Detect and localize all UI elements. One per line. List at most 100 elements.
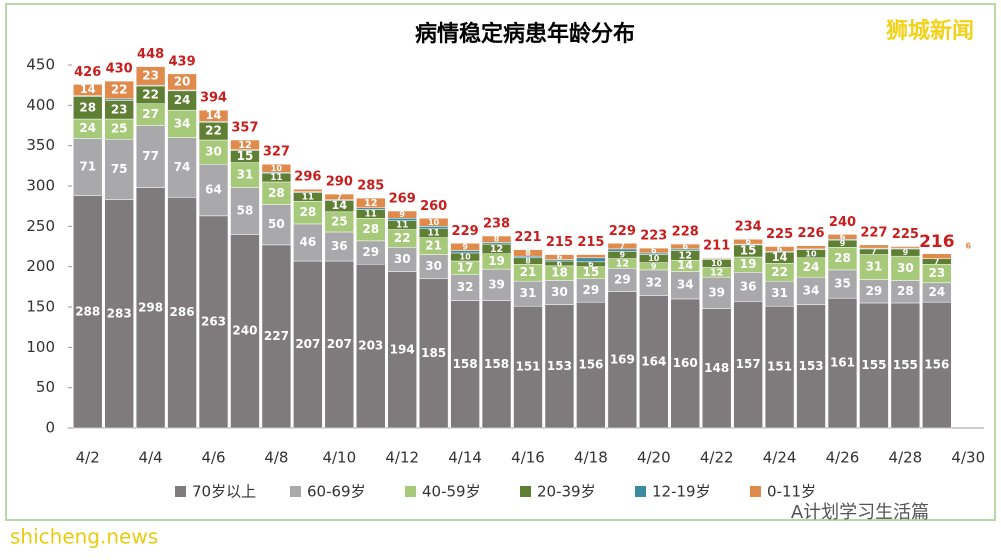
- legend-swatch: [290, 486, 301, 497]
- bar-segment: [73, 84, 103, 96]
- x-tick-label: 4/28: [889, 449, 923, 467]
- bar-segment: [356, 197, 386, 209]
- bar-segment: [324, 231, 355, 262]
- segment-label: 9: [399, 210, 405, 219]
- segment-label: 6: [588, 260, 594, 269]
- bar-segment: [230, 162, 260, 188]
- segment-label: 19: [488, 254, 505, 268]
- bar-segment: [639, 247, 669, 254]
- bar-segment: [827, 269, 858, 299]
- total-label: 269: [389, 192, 416, 207]
- segment-label: 14: [331, 199, 347, 212]
- segment-label: 28: [834, 251, 851, 265]
- segment-label: 75: [111, 162, 128, 176]
- segment-label: 27: [142, 107, 159, 121]
- segment-label: 34: [803, 283, 820, 297]
- y-tick-label: 450: [26, 56, 55, 74]
- x-tick-label: 4/26: [826, 449, 860, 467]
- legend-swatch: [175, 486, 186, 497]
- bar-segment: [481, 235, 512, 243]
- segment-label: 9: [651, 262, 657, 271]
- bar-segment: [733, 272, 763, 302]
- y-tick-label: 50: [36, 378, 55, 396]
- segment-label: 298: [138, 300, 163, 314]
- segment-label: 14: [772, 251, 788, 264]
- segment-label: 169: [610, 352, 635, 366]
- segment-label: 17: [457, 260, 474, 274]
- x-tick-label: 4/24: [763, 449, 797, 467]
- bar-segment: [576, 301, 606, 429]
- segment-label: 36: [331, 239, 348, 253]
- bar-segment: [167, 73, 197, 91]
- segment-label: 6: [965, 241, 971, 250]
- total-label: 439: [168, 54, 195, 69]
- y-tick-label: 200: [26, 257, 55, 275]
- segment-label: 8: [494, 235, 500, 244]
- y-tick-label: 300: [26, 177, 55, 195]
- segment-label: 283: [107, 306, 132, 320]
- x-tick-label: 4/6: [201, 449, 225, 467]
- bar-segment: [104, 138, 134, 200]
- bar-segment: [544, 254, 575, 260]
- bar-segment: [104, 199, 134, 429]
- segment-label: 28: [79, 100, 96, 114]
- segment-label: 14: [206, 109, 222, 122]
- segment-label: 158: [453, 357, 478, 371]
- bar-segment: [198, 109, 229, 122]
- bar-segment: [859, 244, 889, 249]
- total-label: 394: [200, 91, 227, 106]
- total-label: 229: [609, 224, 636, 239]
- x-tick-label: 4/20: [637, 449, 671, 467]
- chart-title: 病情稳定病患年龄分布: [415, 21, 635, 47]
- segment-label: 35: [834, 277, 851, 291]
- segment-label: 6: [777, 244, 783, 253]
- bar-segment: [481, 268, 512, 301]
- segment-label: 28: [300, 205, 317, 219]
- segment-label: 148: [704, 361, 729, 375]
- segment-label: 58: [237, 204, 254, 218]
- bar-segment: [859, 254, 889, 280]
- bar-segment: [450, 300, 480, 429]
- segment-label: 39: [708, 285, 725, 299]
- segment-label: 10: [648, 254, 660, 263]
- segment-label: 77: [142, 149, 159, 163]
- segment-label: 28: [897, 284, 914, 298]
- segment-label: 31: [520, 286, 537, 300]
- bar-segment: [293, 260, 323, 429]
- segment-label: 74: [174, 160, 191, 174]
- bar-segment: [701, 308, 732, 429]
- x-tick-label: 4/8: [264, 449, 288, 467]
- segment-label: 11: [396, 221, 408, 231]
- total-label: 216: [919, 232, 955, 252]
- segment-label: 12: [710, 267, 723, 278]
- total-label: 357: [231, 121, 258, 136]
- segment-label: 28: [362, 222, 379, 236]
- segment-label: 203: [358, 339, 383, 353]
- bar-segment: [230, 234, 260, 429]
- bar-segment: [890, 302, 921, 429]
- segment-label: 12: [238, 140, 251, 151]
- bar-segment: [167, 197, 197, 429]
- segment-label: 29: [614, 272, 631, 286]
- segment-label: 11: [365, 209, 377, 219]
- segment-label: 207: [295, 337, 320, 351]
- x-tick-label: 4/2: [76, 449, 100, 467]
- segment-label: 240: [232, 324, 257, 338]
- bar-segment: [890, 246, 921, 249]
- segment-label: 161: [830, 356, 855, 370]
- segment-label: 7: [337, 192, 343, 201]
- segment-label: 158: [484, 357, 509, 371]
- bar-segment: [607, 243, 638, 250]
- bar-segment: [796, 245, 826, 250]
- segment-label: 46: [300, 235, 317, 249]
- segment-label: 22: [771, 265, 788, 279]
- total-label: 225: [766, 227, 793, 242]
- bar-segment: [261, 163, 292, 173]
- bar-segment: [198, 215, 229, 429]
- segment-label: 6: [682, 242, 688, 251]
- segment-label: 160: [673, 356, 698, 370]
- bar-segment: [670, 243, 700, 250]
- bar-segment: [293, 223, 323, 262]
- total-label: 285: [357, 179, 384, 194]
- bar-segment: [827, 297, 858, 429]
